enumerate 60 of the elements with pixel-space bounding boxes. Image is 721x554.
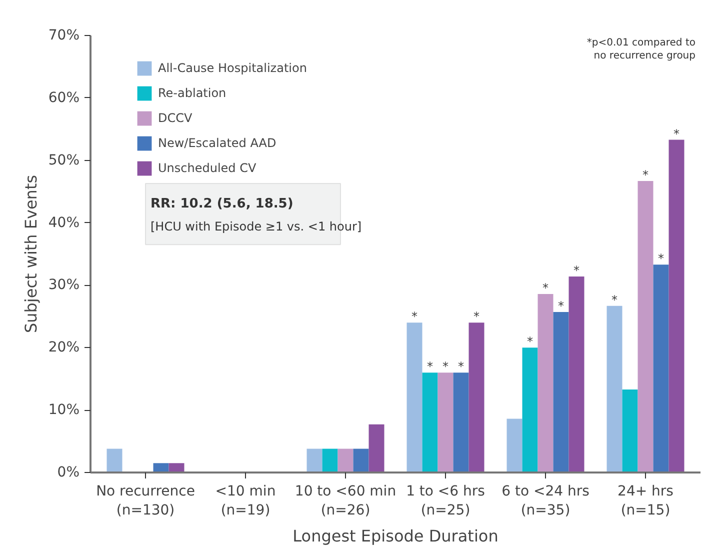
bar [568,276,584,472]
bar [106,448,122,472]
data-label: * [427,360,433,374]
x-tick-label: 1 to <6 hrs (n=25) [406,484,485,519]
data-label: * [642,168,648,182]
bar [653,264,669,472]
y-tick-label: 10% [48,402,80,418]
y-tick-label: 60% [48,90,80,106]
bar [606,306,622,472]
data-label: * [474,310,480,324]
y-tick-label: 20% [48,340,80,356]
bar [153,463,169,472]
data-label: * [542,280,548,295]
bar [538,294,554,472]
legend-label: Re-ablation [158,86,226,100]
bar [468,322,484,472]
x-tick-label: <10 min (n=19) [215,484,276,519]
data-label: * [458,360,464,374]
data-label: * [412,310,418,324]
bar [453,372,469,472]
data-label: * [674,126,680,141]
bar [668,140,684,472]
bar [522,348,538,472]
legend-label: New/Escalated AAD [158,136,276,150]
data-label: * [612,292,618,307]
x-tick-label: 24+ hrs (n=15) [618,484,674,519]
legend-label: All-Cause Hospitalization [158,61,307,75]
data-label: * [658,252,664,266]
bar [438,372,454,472]
annotation: *p<0.01 compared to no recurrence group [586,38,696,62]
bar [306,448,322,472]
bar [553,312,569,472]
y-tick-label: 40% [48,214,80,231]
bar [622,389,638,472]
bar [406,322,422,472]
data-label: * [558,299,564,314]
x-tick-label: 10 to <60 min (n=26) [294,484,396,519]
bar [353,448,369,472]
bar [638,180,654,472]
bar [338,448,354,472]
data-label: * [442,360,448,374]
bar [422,372,438,472]
legend-label: Unscheduled CV [158,161,256,175]
legend-label: DCCV [158,111,192,125]
bar [168,463,184,472]
y-tick-label: 30% [48,277,80,294]
y-tick-label: 70% [48,28,80,44]
y-tick-label: 0% [57,464,80,480]
y-axis-title: Subject with Events [21,174,40,334]
bar [322,448,338,472]
data-label: * [527,334,533,349]
data-label: * [574,263,580,278]
bar [506,418,522,472]
x-tick-label: 6 to <24 hrs (n=35) [502,484,590,519]
x-tick-label: No recurrence (n=130) [96,484,195,519]
x-axis-title: Longest Episode Duration [292,526,498,546]
y-tick-label: 50% [48,152,80,168]
bar [368,424,384,472]
annotation: RR: 10.2 (5.6, 18.5) [150,196,294,212]
annotation: [HCU with Episode ≥1 vs. <1 hour] [150,219,362,234]
